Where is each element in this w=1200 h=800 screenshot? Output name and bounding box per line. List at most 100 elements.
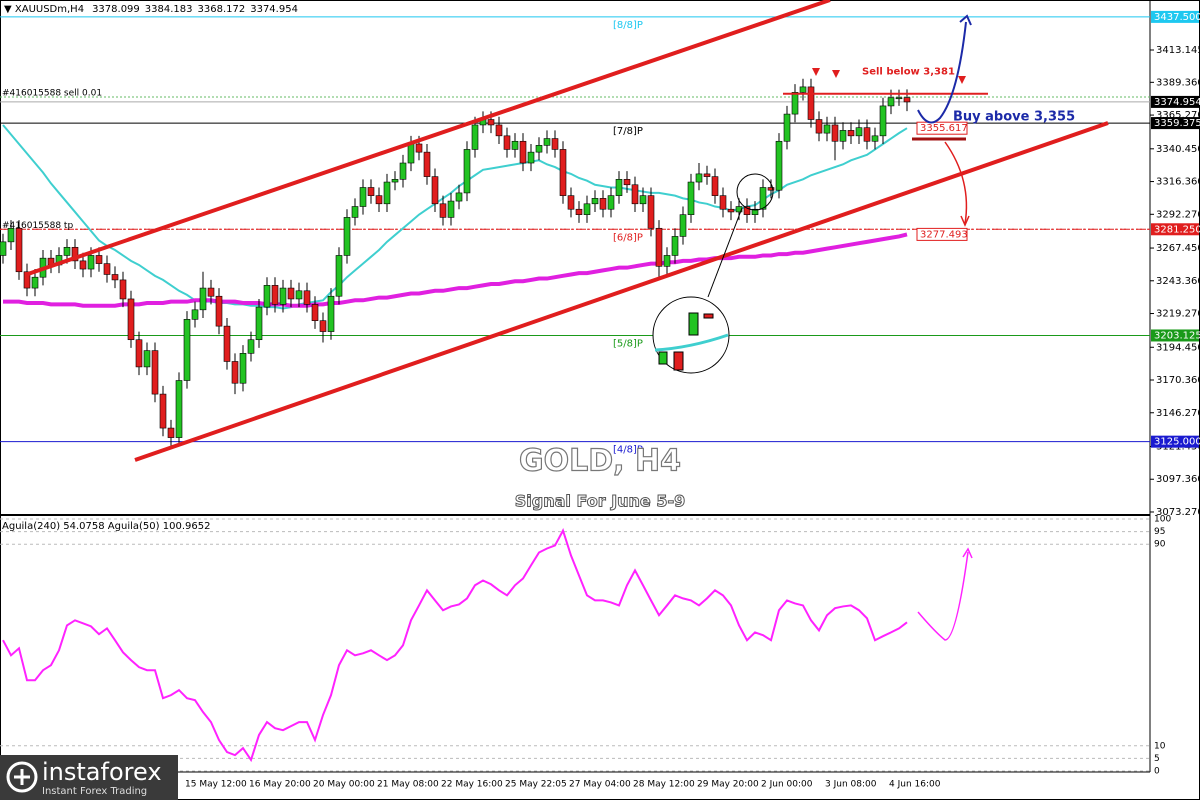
candle-body	[519, 140, 527, 164]
brand-tagline: Instant Forex Trading	[42, 786, 147, 797]
logo-icon	[6, 761, 38, 793]
y-tick-label: 3146.270	[1156, 408, 1200, 419]
forecast-down	[944, 141, 968, 225]
header-close: 3374.954	[250, 4, 298, 15]
candle-body	[87, 255, 95, 270]
current-price-box	[1151, 95, 1199, 108]
candle-body	[855, 127, 863, 137]
candle-body	[583, 203, 591, 215]
ma-value: 3277.493	[920, 229, 968, 240]
candle-body	[807, 86, 815, 120]
header-low: 3368.172	[198, 4, 246, 15]
zoom-candle	[673, 351, 684, 371]
zoom-circle-small	[736, 173, 774, 211]
candle-body	[63, 246, 71, 256]
candle-body	[527, 151, 535, 164]
candle-body	[135, 339, 143, 368]
arrowhead	[962, 547, 973, 559]
candle-body	[359, 187, 367, 207]
candle-body	[647, 195, 655, 229]
candle-body	[903, 97, 911, 103]
candle-body	[407, 143, 415, 164]
x-tick-label: 29 May 20:00	[697, 780, 759, 790]
candle-body	[543, 138, 551, 146]
candle-body	[31, 276, 39, 289]
y-tick-label: 3340.450	[1156, 144, 1200, 155]
candle-body	[95, 255, 103, 264]
candle-body	[119, 279, 127, 300]
x-tick-label: 2 Jun 00:00	[761, 780, 813, 790]
candle-body	[231, 361, 239, 384]
candle-body	[447, 200, 455, 218]
candle-body	[503, 135, 511, 150]
candle-body	[615, 179, 623, 196]
x-tick-label: 16 May 20:00	[249, 780, 311, 790]
candle-body	[727, 208, 735, 213]
candle-body	[719, 195, 727, 210]
candle-body	[847, 130, 855, 137]
candle-body	[71, 246, 79, 262]
candle-body	[575, 208, 583, 215]
candle-body	[487, 119, 495, 126]
candle-body	[671, 236, 679, 256]
oscillator-tick-label: 5	[1154, 754, 1160, 764]
candle-body	[327, 295, 335, 332]
candle-body	[175, 380, 183, 438]
candle-body	[191, 309, 199, 320]
arrowhead	[960, 215, 970, 227]
candle-body	[703, 173, 711, 177]
candle-body	[383, 181, 391, 205]
candle-body	[7, 227, 15, 243]
candle-body	[511, 140, 519, 150]
oscillator-tick-label: 95	[1154, 527, 1165, 537]
forecast-oscillator	[917, 551, 969, 641]
y-tick-label: 3194.450	[1156, 342, 1200, 353]
candle-body	[567, 195, 575, 210]
candle-body	[111, 274, 119, 281]
level-name: [6/8]P	[613, 232, 643, 243]
level-price-box	[1151, 117, 1199, 130]
oscillator-tick-label: 10	[1154, 741, 1166, 751]
front-layer: 3413.145 3389.360 3365.270 3340.450 3316.360…	[185, 10, 1200, 790]
logo-icon	[14, 769, 30, 785]
candle-body	[367, 187, 375, 196]
candle-body	[767, 187, 775, 191]
candle-body	[687, 181, 695, 215]
moving-average	[3, 232, 908, 308]
brand-name: instaforex	[42, 758, 162, 786]
zoom-candle	[703, 313, 714, 319]
zoom-inset	[652, 296, 730, 374]
candle-body	[663, 255, 671, 267]
candle-body	[695, 173, 703, 183]
ma-value: 3355.617	[920, 123, 968, 134]
level-name: [8/8]P	[613, 20, 643, 31]
x-tick-label: 3 Jun 08:00	[825, 780, 877, 790]
candle-body	[399, 162, 407, 180]
candle-body	[799, 86, 807, 93]
candle-body	[823, 124, 831, 134]
zoom-candle	[658, 351, 668, 365]
candle-body	[895, 97, 903, 100]
candle-body	[599, 198, 607, 210]
candle-body	[167, 427, 175, 438]
candle-body	[23, 271, 31, 289]
candle-body	[871, 135, 879, 142]
candle-body	[559, 149, 567, 196]
candle-body	[263, 285, 271, 308]
candle-body	[351, 206, 359, 218]
y-tick-label: 3389.360	[1156, 77, 1200, 88]
candle-body	[415, 143, 423, 153]
candle-body	[431, 176, 439, 205]
candle-body	[631, 184, 639, 205]
candle-body	[607, 195, 615, 210]
candle-body	[151, 350, 159, 395]
candle-body	[103, 263, 111, 275]
zoom-ma	[654, 333, 729, 352]
x-tick-label: 25 May 22:05	[505, 780, 567, 790]
watermark-subtitle: Signal For June 5-9	[515, 492, 686, 511]
candle-body	[127, 298, 135, 341]
candle-body	[439, 203, 447, 218]
oscillator-tick-label: 0	[1154, 767, 1160, 777]
